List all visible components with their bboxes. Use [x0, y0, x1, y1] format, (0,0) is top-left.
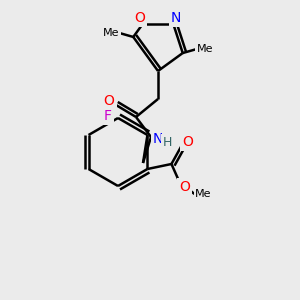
Text: N: N: [153, 132, 164, 146]
Text: H: H: [163, 136, 172, 148]
Text: O: O: [179, 180, 190, 194]
Text: O: O: [103, 94, 114, 108]
Text: O: O: [182, 135, 193, 149]
Text: O: O: [134, 11, 145, 25]
Text: F: F: [104, 109, 112, 123]
Text: Me: Me: [195, 189, 212, 199]
Text: Me: Me: [196, 44, 213, 54]
Text: Me: Me: [103, 28, 119, 38]
Text: N: N: [171, 11, 181, 25]
